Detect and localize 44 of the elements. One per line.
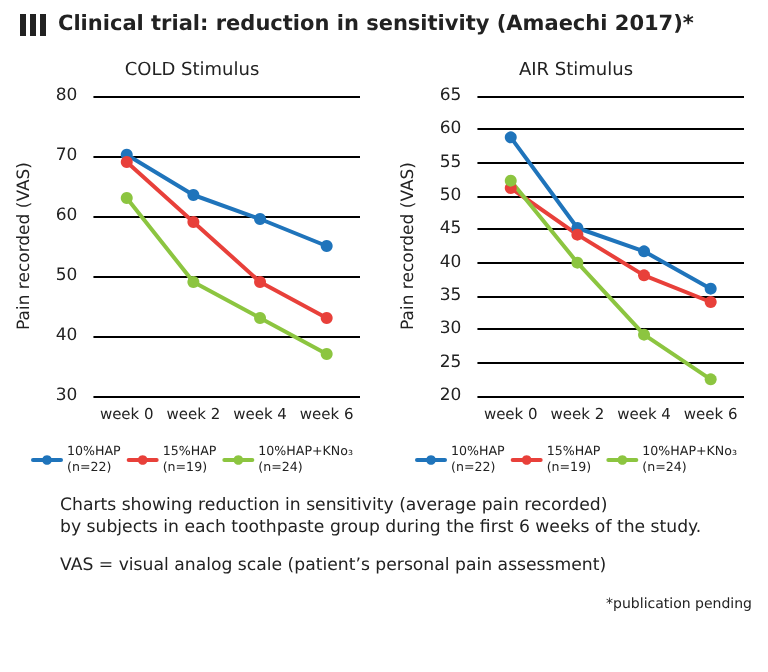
point — [504, 174, 517, 187]
text: Clinical trial: reduction in sensitivity (Amaechi 2017)* — [58, 12, 694, 36]
y-tick-label: 60 — [439, 119, 462, 140]
point — [571, 228, 584, 241]
point — [120, 192, 133, 204]
point — [187, 189, 200, 201]
y-tick-label: 40 — [55, 326, 78, 346]
point — [187, 276, 200, 288]
point — [187, 216, 200, 228]
point — [120, 156, 133, 168]
y-tick-label: 80 — [55, 86, 78, 106]
y-axis-title: Pain recorded (VAS) — [15, 162, 35, 330]
y-axis-title: Pain recorded (VAS) — [399, 162, 419, 330]
y-tick-label: 30 — [439, 319, 462, 340]
point — [704, 282, 717, 295]
y-tick-label: 40 — [439, 252, 462, 273]
y-tick-label: 20 — [439, 386, 462, 406]
y-tick-label: 25 — [439, 352, 462, 373]
point — [320, 240, 333, 252]
y-tick-label: 35 — [439, 286, 462, 306]
point — [704, 373, 717, 386]
point — [571, 256, 584, 269]
y-tick-label: 55 — [439, 152, 462, 173]
point — [254, 276, 267, 288]
y-tick-label: 30 — [55, 386, 78, 406]
point — [638, 269, 651, 282]
point — [254, 213, 267, 225]
y-tick-label: 45 — [439, 219, 462, 240]
point — [638, 328, 651, 341]
y-tick-label: 65 — [439, 86, 462, 106]
point — [254, 312, 267, 324]
y-tick-label: 70 — [55, 146, 78, 166]
point — [704, 296, 717, 308]
chart-title: COLD Stimulus — [124, 61, 260, 81]
text: Charts showing reduction in sensitivity (average pain recorded) by subjects in each toothpaste group during the first 6 weeks of the study. — [60, 496, 704, 540]
chart-title: AIR Stimulus — [518, 61, 634, 81]
point — [504, 131, 517, 144]
y-tick-label: 60 — [55, 206, 78, 226]
y-tick-label: 50 — [55, 266, 78, 286]
point — [320, 312, 333, 324]
y-tick-label: 50 — [439, 186, 462, 206]
point — [638, 245, 651, 258]
text: VAS = visual analog scale (patient’s personal pain assessment) — [60, 556, 609, 578]
point — [320, 348, 333, 360]
